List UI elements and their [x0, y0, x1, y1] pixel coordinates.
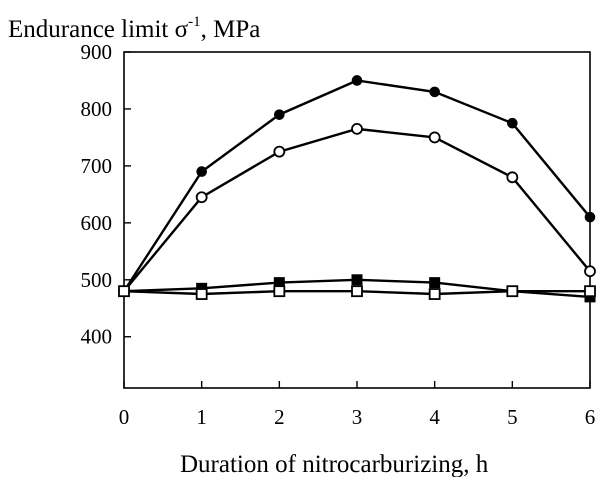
- y-axis-label: Endurance limit σ-1, MPa: [8, 14, 260, 43]
- x-tick-label-4: 4: [429, 405, 440, 429]
- series-0-point-6: [584, 211, 596, 223]
- series-0-point-4: [429, 86, 440, 98]
- series-0-point-1: [196, 166, 207, 177]
- series-1-point-3: [351, 122, 363, 135]
- y-axis-label-superscript: -1: [188, 14, 201, 30]
- series-0-point-3: [351, 75, 363, 86]
- y-tick-label-500: 500: [81, 268, 113, 292]
- series-1-point-4: [428, 131, 441, 144]
- series-3-point-3: [351, 285, 363, 298]
- series-3-point-6: [584, 285, 596, 298]
- series-1-point-5: [506, 171, 519, 184]
- series-3-point-2: [273, 285, 286, 298]
- x-tick-label-3: 3: [352, 405, 363, 429]
- x-tick-label-5: 5: [507, 405, 518, 429]
- series-1-line: [123, 127, 591, 292]
- series-0-point-2: [274, 109, 285, 120]
- x-tick-label-6: 6: [585, 405, 596, 429]
- y-axis-label-main: Endurance limit σ: [8, 16, 189, 43]
- series-1-point-6: [584, 265, 596, 278]
- y-axis-label-unit: , MPa: [201, 16, 261, 43]
- x-tick-label-2: 2: [274, 405, 285, 429]
- y-tick-label-600: 600: [81, 211, 113, 235]
- y-tick-label-700: 700: [81, 154, 113, 178]
- x-tick-label-0: 0: [119, 405, 130, 429]
- series-2-point-3: [351, 274, 363, 286]
- series-3-point-1: [195, 288, 208, 300]
- y-tick-label-400: 400: [81, 325, 113, 349]
- series-3-point-0: [118, 285, 130, 298]
- y-tick-label-900: 900: [81, 40, 113, 64]
- plot-frame: [123, 51, 591, 389]
- series-2-point-4: [429, 277, 441, 289]
- series-1-point-2: [273, 145, 286, 158]
- y-tick-label-800: 800: [81, 97, 113, 121]
- plot-area: 400 500 600 700 800 900 0 1 2 3 4 5 6: [81, 40, 596, 429]
- x-axis-label: Duration of nitrocarburizing, h: [180, 451, 489, 477]
- series-3-point-4: [428, 288, 441, 300]
- series-0-point-5: [507, 117, 518, 129]
- series-1-point-1: [195, 191, 208, 204]
- x-tick-label-1: 1: [196, 405, 207, 429]
- series-3-point-5: [506, 285, 519, 298]
